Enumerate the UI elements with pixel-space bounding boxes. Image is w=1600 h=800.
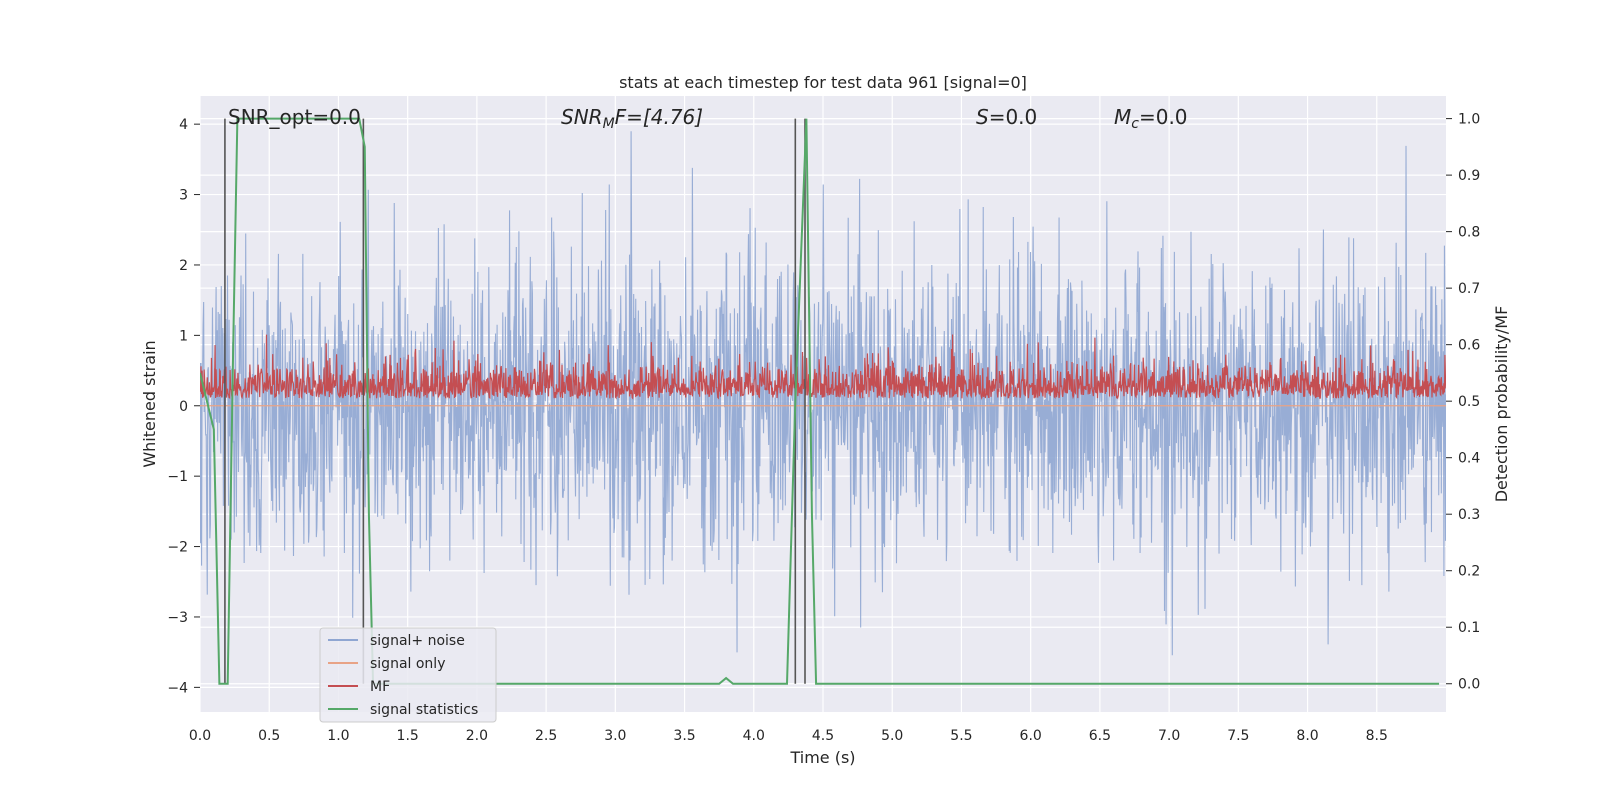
y-right-tick-label: 0.0 [1458,677,1480,693]
y-left-tick-label: 2 [179,258,188,274]
y-ticks-left: 4 3 2 1 0 −1 −2 −3 −4 [167,117,200,696]
legend-box [319,627,497,723]
y-right-tick-label: 0.2 [1458,564,1480,580]
annotation-snr-opt: SNR_opt=0.0 [228,105,361,129]
chart-title: stats at each timestep for test data 961… [619,73,1027,92]
x-tick-label: 8.0 [1296,728,1318,744]
y-axis-label-left: Whitened strain [140,340,159,467]
y-left-tick-label: 1 [179,328,188,344]
y-left-tick-label: −3 [167,610,188,626]
mf-line [200,334,1446,400]
x-tick-label: 0.5 [258,728,280,744]
y-right-tick-label: 0.3 [1458,507,1480,523]
x-tick-label: 2.5 [535,728,557,744]
x-tick-label: 6.0 [1020,728,1042,744]
x-tick-label: 8.5 [1366,728,1388,744]
y-right-tick-label: 0.6 [1458,338,1480,354]
series-mf [200,334,1446,400]
x-tick-label: 7.5 [1227,728,1249,744]
y-left-tick-label: −1 [167,469,188,485]
x-tick-label: 7.0 [1158,728,1180,744]
y-right-tick-label: 0.7 [1458,281,1480,297]
legend-label-signal-only: signal only [370,656,445,672]
annotation-mc: Mc=0.0 [1114,105,1188,132]
legend: signal+ noise signal only MF signal stat… [319,627,497,723]
y-right-tick-label: 0.5 [1458,394,1480,410]
x-tick-label: 3.5 [673,728,695,744]
y-left-tick-label: −4 [167,680,188,696]
y-axis-label-right: Detection probability/MF [1492,306,1511,503]
legend-label-noise: signal+ noise [370,633,465,649]
y-right-tick-label: 0.9 [1458,168,1480,184]
y-right-tick-label: 1.0 [1458,112,1480,128]
x-tick-label: 2.0 [466,728,488,744]
y-right-tick-label: 0.1 [1458,620,1480,636]
x-tick-label: 4.0 [743,728,765,744]
annotation-snr-mf: SNRMF=[4.76] [561,105,703,132]
y-left-tick-label: 4 [179,117,188,133]
x-tick-label: 1.0 [327,728,349,744]
y-left-tick-label: −2 [167,540,188,556]
annotation-s: S=0.0 [976,105,1037,129]
x-tick-label: 0.0 [189,728,211,744]
legend-label-statistics: signal statistics [370,702,478,718]
x-axis-label: Time (s) [789,748,855,767]
y-ticks-right: 1.0 0.9 0.8 0.7 0.6 0.5 0.4 0.3 0.2 0.1 0.0 [1446,112,1480,693]
x-tick-label: 5.5 [950,728,972,744]
legend-label-mf: MF [370,679,390,695]
y-right-tick-label: 0.4 [1458,451,1480,467]
x-tick-label: 3.0 [604,728,626,744]
x-ticks: 0.0 0.5 1.0 1.5 2.0 2.5 3.0 3.5 4.0 4.5 5.0 5.5 6.0 6… [189,728,1388,744]
x-tick-label: 6.5 [1089,728,1111,744]
x-tick-label: 1.5 [397,728,419,744]
x-tick-label: 5.0 [881,728,903,744]
x-tick-label: 4.5 [812,728,834,744]
y-left-tick-label: 0 [179,399,188,415]
y-right-tick-label: 0.8 [1458,225,1480,241]
y-left-tick-label: 3 [179,188,188,204]
grid [199,96,1446,712]
